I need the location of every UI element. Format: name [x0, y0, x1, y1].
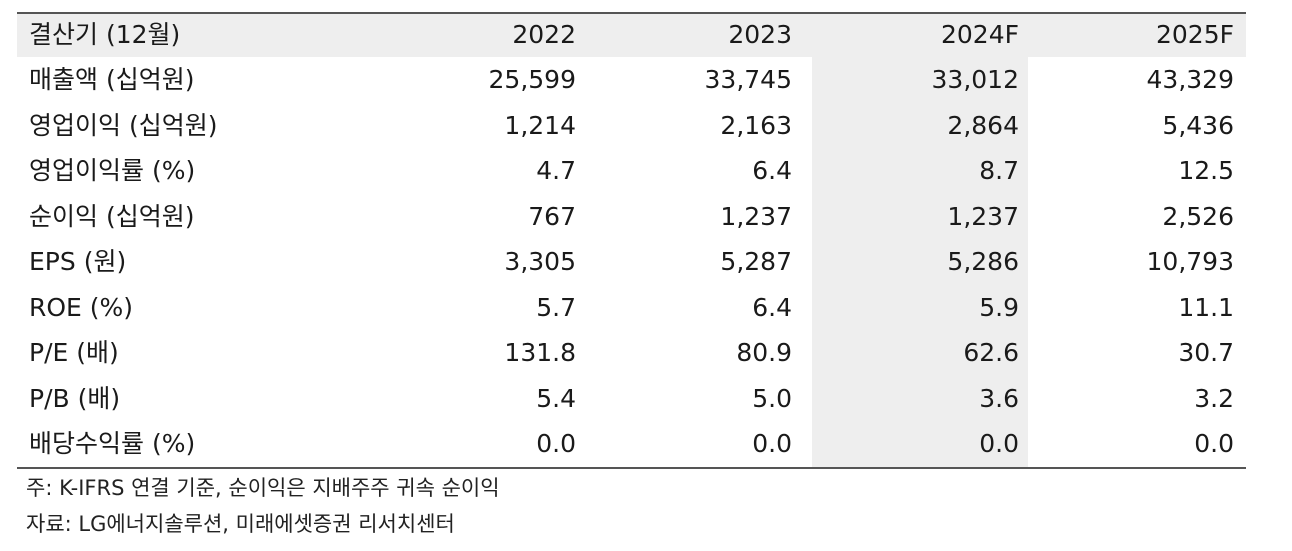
cell-value: 5,286 [947, 247, 1019, 277]
table-row-revenue: 매출액 (십억원) 25,599 33,745 33,012 43,329 [17, 57, 1246, 103]
cell-value: 2,526 [1162, 201, 1234, 231]
cell-value: 1,237 [720, 201, 792, 231]
table-row-dividend-yield: 배당수익률 (%) 0.0 0.0 0.0 0.0 [17, 421, 1246, 467]
row-label: EPS (원) [29, 247, 127, 277]
cell-value: 11.1 [1178, 292, 1234, 322]
cell-value: 767 [528, 201, 576, 231]
table-row-eps: EPS (원) 3,305 5,287 5,286 10,793 [17, 239, 1246, 285]
cell-value: 4.7 [536, 156, 576, 186]
table-top-rule [17, 12, 1246, 14]
forecast-2024-column-shading [812, 57, 1028, 467]
cell-value: 0.0 [1194, 429, 1234, 459]
cell-value: 8.7 [979, 156, 1019, 186]
header-fiscal-period: 결산기 (12월) [29, 20, 181, 49]
cell-value: 6.4 [752, 156, 792, 186]
cell-value: 33,012 [931, 65, 1019, 95]
row-label: 매출액 (십억원) [29, 65, 195, 95]
table-row-net-income: 순이익 (십억원) 767 1,237 1,237 2,526 [17, 194, 1246, 240]
table-row-pe: P/E (배) 131.8 80.9 62.6 30.7 [17, 330, 1246, 376]
table-row-operating-margin: 영업이익률 (%) 4.7 6.4 8.7 12.5 [17, 148, 1246, 194]
table-row-pb: P/B (배) 5.4 5.0 3.6 3.2 [17, 376, 1246, 422]
cell-value: 2,163 [720, 110, 792, 140]
cell-value: 3,305 [504, 247, 576, 277]
cell-value: 12.5 [1178, 156, 1234, 186]
cell-value: 131.8 [504, 338, 576, 368]
row-label: 영업이익 (십억원) [29, 110, 218, 140]
cell-value: 43,329 [1146, 65, 1234, 95]
row-label: 배당수익률 (%) [29, 429, 196, 459]
cell-value: 0.0 [979, 429, 1019, 459]
financial-summary-table: 결산기 (12월) 2022 2023 2024F 2025F 매출액 (십억원… [17, 12, 1246, 467]
footnote-source: 자료: LG에너지솔루션, 미래에셋증권 리서치센터 [26, 512, 455, 536]
cell-value: 62.6 [963, 338, 1019, 368]
cell-value: 5,287 [720, 247, 792, 277]
cell-value: 0.0 [752, 429, 792, 459]
cell-value: 6.4 [752, 292, 792, 322]
cell-value: 25,599 [488, 65, 576, 95]
cell-value: 1,237 [947, 201, 1019, 231]
cell-value: 30.7 [1178, 338, 1234, 368]
cell-value: 33,745 [704, 65, 792, 95]
table-bottom-rule [17, 467, 1246, 469]
cell-value: 3.6 [979, 383, 1019, 413]
cell-value: 80.9 [736, 338, 792, 368]
cell-value: 5.7 [536, 292, 576, 322]
row-label: ROE (%) [29, 292, 134, 322]
cell-value: 5.9 [979, 292, 1019, 322]
header-year-2025f: 2025F [1155, 20, 1234, 49]
row-label: P/E (배) [29, 338, 119, 368]
header-row-shading [17, 12, 1246, 57]
cell-value: 2,864 [947, 110, 1019, 140]
cell-value: 5.4 [536, 383, 576, 413]
row-label: P/B (배) [29, 383, 121, 413]
table-row-roe: ROE (%) 5.7 6.4 5.9 11.1 [17, 285, 1246, 331]
row-label: 영업이익률 (%) [29, 156, 196, 186]
cell-value: 1,214 [504, 110, 576, 140]
header-year-2023: 2023 [728, 20, 792, 49]
header-year-2022: 2022 [512, 20, 576, 49]
cell-value: 3.2 [1194, 383, 1234, 413]
table-row-operating-profit: 영업이익 (십억원) 1,214 2,163 2,864 5,436 [17, 103, 1246, 149]
footnote-basis: 주: K-IFRS 연결 기준, 순이익은 지배주주 귀속 순이익 [26, 476, 500, 500]
header-year-2024f: 2024F [940, 20, 1019, 49]
cell-value: 10,793 [1146, 247, 1234, 277]
table-footnotes: 주: K-IFRS 연결 기준, 순이익은 지배주주 귀속 순이익 자료: LG… [26, 475, 500, 547]
cell-value: 0.0 [536, 429, 576, 459]
cell-value: 5.0 [752, 383, 792, 413]
table-header-row: 결산기 (12월) 2022 2023 2024F 2025F [17, 12, 1246, 57]
cell-value: 5,436 [1162, 110, 1234, 140]
row-label: 순이익 (십억원) [29, 201, 195, 231]
